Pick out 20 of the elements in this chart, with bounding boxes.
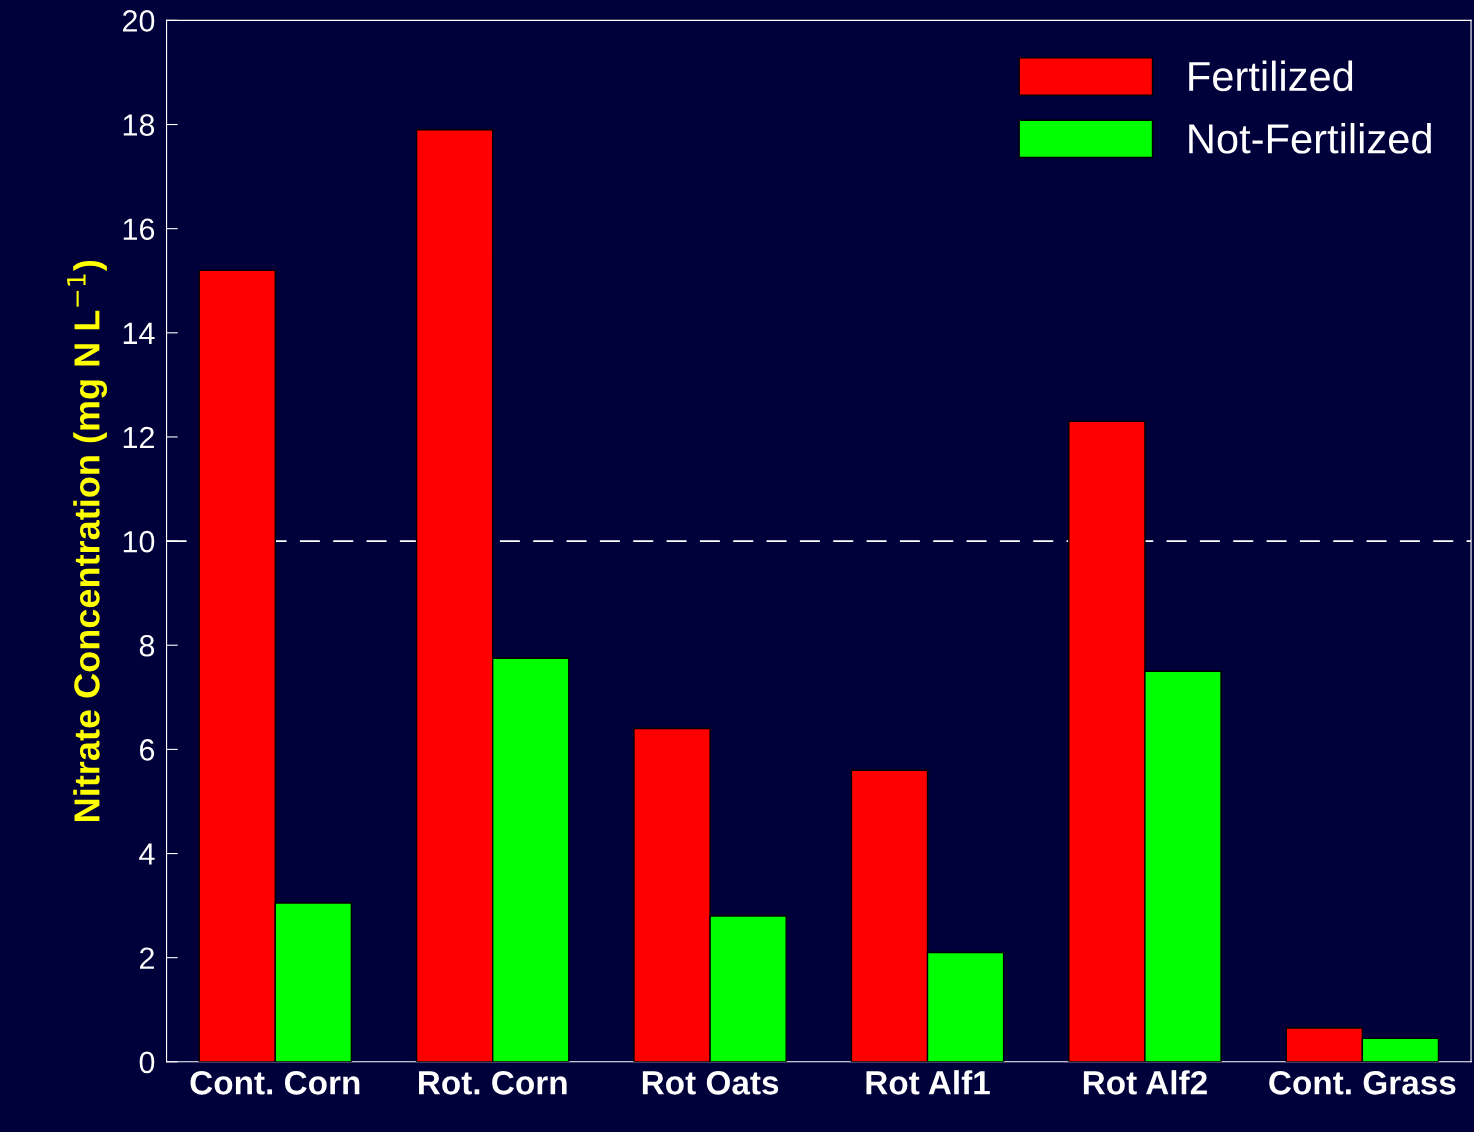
legend-label: Not-Fertilized	[1189, 122, 1431, 154]
x-tick-label: Rot Alf1	[866, 1070, 990, 1095]
y-tick-label: 8	[139, 634, 155, 657]
y-tick-label: 18	[123, 114, 155, 136]
x-tick-label: Cont. Corn	[190, 1071, 360, 1095]
x-tick-label: Rot. Corn	[419, 1071, 567, 1095]
y-tick-label: 12	[123, 426, 154, 449]
y-tick-label: 20	[123, 10, 155, 32]
y-axis-title: Nitrate Concentration (mg N L$^{−1}$)	[67, 260, 108, 821]
x-tick-label: Rot Alf2	[1083, 1070, 1207, 1095]
y-tick-label: 16	[123, 218, 155, 241]
x-tick-label: Cont. Grass	[1269, 1071, 1456, 1095]
x-tick-label: Rot Oats	[642, 1071, 779, 1095]
y-tick-label: 2	[140, 947, 154, 969]
y-tick-label: 0	[139, 1051, 155, 1074]
y-tick-label: 14	[123, 322, 155, 344]
y-tick-label: 10	[123, 530, 155, 553]
y-tick-label: 6	[140, 739, 155, 761]
y-tick-label: 4	[139, 843, 155, 865]
legend-label: Fertilized	[1189, 60, 1353, 92]
